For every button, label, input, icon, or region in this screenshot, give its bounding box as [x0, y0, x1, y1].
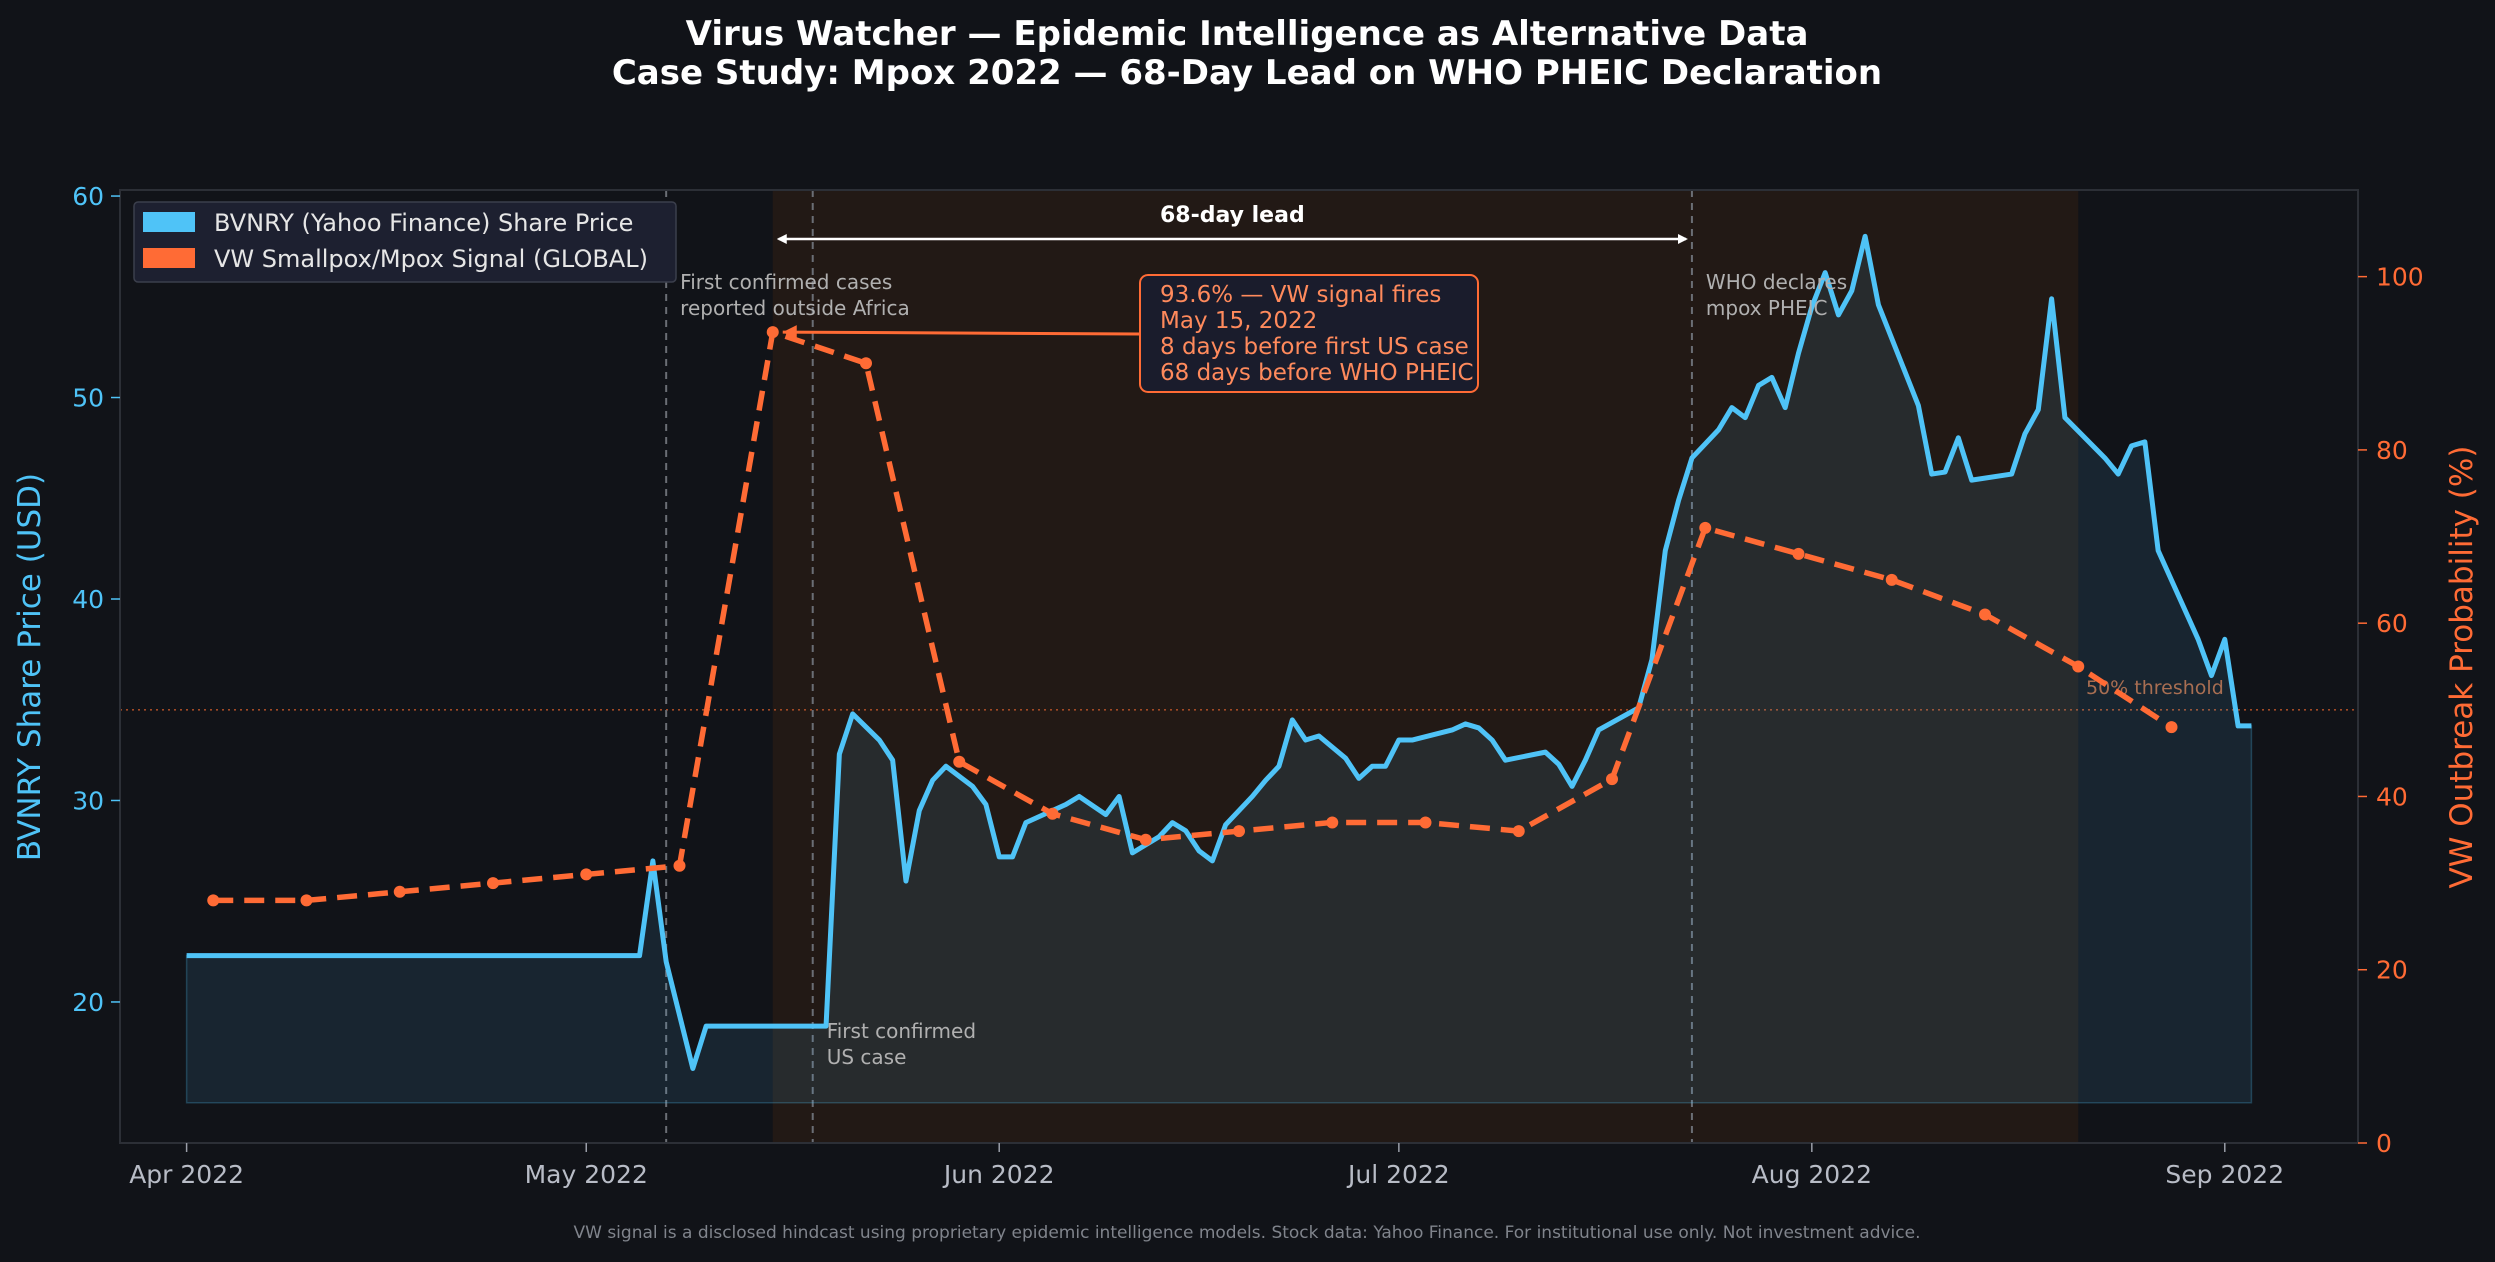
- signal-point-1: [300, 894, 313, 907]
- x-tick-label-3: Jul 2022: [1346, 1160, 1450, 1189]
- signal-point-7: [860, 357, 872, 370]
- y-left-tick-label-2: 40: [72, 585, 104, 614]
- y-axis-left-label: BVNRY Share Price (USD): [12, 473, 48, 861]
- y-right-tick-label-5: 100: [2376, 263, 2424, 292]
- y-left-tick-label-4: 60: [72, 182, 104, 211]
- chart-title-line1: Virus Watcher — Epidemic Intelligence as…: [686, 14, 1809, 54]
- callout-line-3: 68 days before WHO PHEIC: [1160, 360, 1474, 386]
- callout-line-1: May 15, 2022: [1160, 308, 1317, 334]
- signal-point-12: [1326, 816, 1339, 829]
- signal-point-19: [1979, 608, 1991, 621]
- callout-line-0: 93.6% — VW signal fires: [1160, 282, 1441, 308]
- y-right-tick-label-4: 80: [2376, 436, 2408, 465]
- y-left-tick-label-1: 30: [72, 786, 104, 815]
- signal-point-2: [393, 885, 406, 898]
- signal-point-13: [1419, 816, 1432, 829]
- x-tick-label-2: Jun 2022: [942, 1160, 1055, 1189]
- legend-entry-signal: VW Smallpox/Mpox Signal (GLOBAL): [214, 245, 648, 273]
- legend-swatch-signal: [143, 248, 195, 268]
- signal-point-18: [1885, 573, 1898, 586]
- signal-point-4: [580, 868, 593, 881]
- legend-entry-price: BVNRY (Yahoo Finance) Share Price: [214, 209, 633, 237]
- callout-connector: [782, 330, 1141, 336]
- y-right-tick-label-0: 0: [2376, 1129, 2392, 1158]
- signal-point-16: [1699, 521, 1712, 534]
- x-tick-label-1: May 2022: [525, 1160, 648, 1189]
- y-left-tick-label-0: 20: [72, 988, 104, 1017]
- signal-series-line: [213, 329, 2173, 904]
- y-axis-right-label: VW Outbreak Probability (%): [2444, 446, 2480, 889]
- signal-point-14: [1512, 825, 1525, 838]
- signal-point-21: [2165, 721, 2178, 734]
- y-left-tick-label-3: 50: [72, 384, 104, 413]
- callout-box: [1139, 274, 1479, 393]
- axes-layer: Apr 2022 May 2022 Jun 2022 Jul 2022 Aug 2022…: [72, 182, 2424, 1189]
- event-label-2-line1: WHO declares: [1706, 270, 1847, 294]
- y-right-tick-label-1: 20: [2376, 956, 2408, 985]
- signal-point-6: [766, 326, 779, 339]
- signal-point-0: [207, 894, 220, 907]
- footer-disclaimer: VW signal is a disclosed hindcast using …: [573, 1223, 1920, 1243]
- signal-point-9: [1046, 807, 1059, 820]
- signal-point-3: [487, 877, 499, 890]
- signal-point-11: [1233, 825, 1245, 838]
- series-layer: [186, 233, 2252, 1071]
- signal-point-20: [2072, 660, 2085, 673]
- signal-point-10: [1139, 833, 1152, 846]
- event-label-2-line2: mpox PHEIC: [1706, 296, 1828, 320]
- event-label-0-line1: First confirmed cases: [680, 270, 892, 294]
- signal-point-5: [673, 859, 686, 872]
- signal-point-15: [1606, 773, 1618, 786]
- x-tick-label-4: Aug 2022: [1752, 1160, 1872, 1189]
- y-right-tick-label-3: 60: [2376, 609, 2408, 638]
- chart-title-line2: Case Study: Mpox 2022 — 68-Day Lead on W…: [612, 53, 1882, 93]
- event-label-1-line2: US case: [827, 1045, 907, 1069]
- y-right-tick-label-2: 40: [2376, 782, 2408, 811]
- legend-swatch-price: [143, 212, 195, 232]
- lead-arrow-label: 68-day lead: [1160, 203, 1305, 228]
- x-tick-label-0: Apr 2022: [129, 1160, 244, 1189]
- event-label-0-line2: reported outside Africa: [680, 296, 910, 320]
- plot-frame: [119, 189, 2359, 1144]
- legend-box: [133, 201, 677, 283]
- price-series-line: [186, 233, 2252, 1071]
- callout-arrowhead: [782, 325, 797, 340]
- signal-point-17: [1792, 547, 1805, 560]
- legend: BVNRY (Yahoo Finance) Share Price VW Sma…: [133, 201, 677, 283]
- event-label-1-line1: First confirmed: [827, 1019, 976, 1043]
- signal-point-8: [953, 755, 966, 768]
- x-tick-label-5: Sep 2022: [2165, 1160, 2284, 1189]
- callout-line-2: 8 days before first US case: [1160, 334, 1469, 360]
